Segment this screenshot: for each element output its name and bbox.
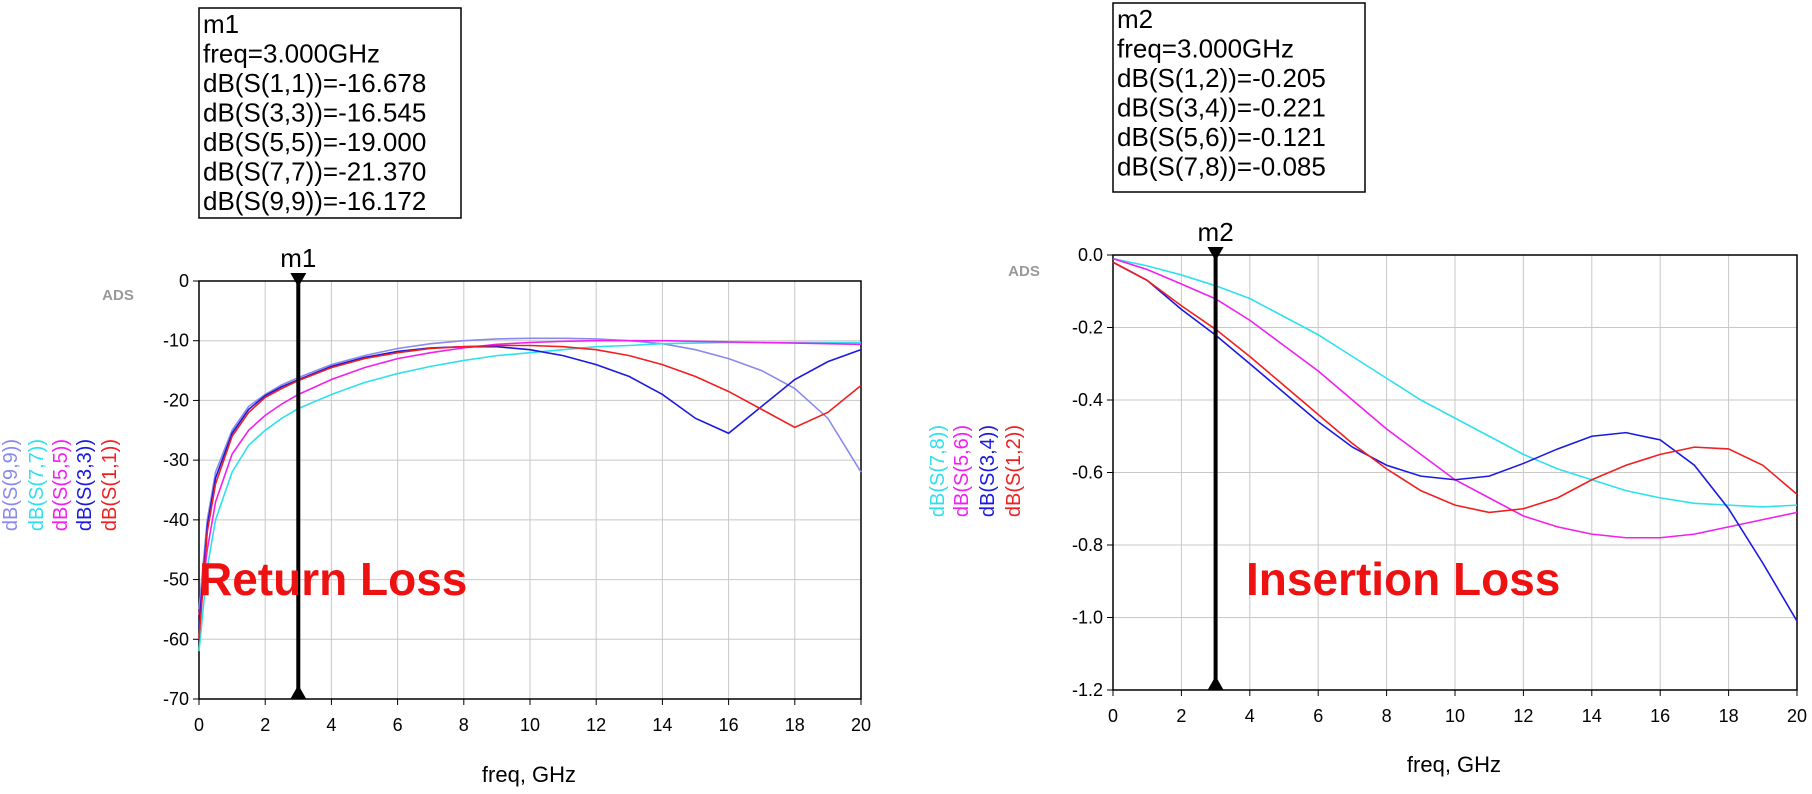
marker-box: [198, 7, 462, 219]
y-tick-label: -10: [163, 331, 189, 351]
y-tick-label: -1.0: [1072, 608, 1103, 628]
y-tick-label: -0.6: [1072, 463, 1103, 483]
logo: ADS: [102, 287, 134, 304]
y-tick-label: -20: [163, 390, 189, 410]
marker-readout: dB(S(3,3))=-16.545: [203, 98, 426, 128]
x-tick-label: 2: [260, 715, 270, 735]
x-tick-label: 8: [1382, 706, 1392, 726]
x-tick-label: 10: [520, 715, 540, 735]
y-tick-label: -40: [163, 510, 189, 530]
plot-frame: [1112, 254, 1798, 691]
x-tick-label: 0: [194, 715, 204, 735]
series-line: [198, 337, 862, 610]
marker-name: m2: [1198, 217, 1234, 247]
x-tick-label: 4: [326, 715, 336, 735]
marker-readout: dB(S(9,9))=-16.172: [203, 186, 426, 216]
y-tick-label: -0.2: [1072, 318, 1103, 338]
marker-box: [1112, 2, 1366, 193]
legend-label: dB(S(5,5)): [50, 439, 72, 531]
legend-label: dB(S(1,1)): [99, 439, 121, 531]
plot-frame: [198, 280, 862, 700]
series-line: [198, 344, 862, 640]
marker-box-name: m1: [203, 9, 239, 39]
marker-readout: dB(S(5,6))=-0.121: [1117, 122, 1326, 152]
marker-readout: freq=3.000GHz: [203, 39, 380, 69]
y-tick-label: -70: [163, 689, 189, 709]
x-tick-label: 20: [851, 715, 871, 735]
y-tick-label: -50: [163, 570, 189, 590]
annotation: Insertion Loss: [1246, 553, 1560, 605]
legend-label: dB(S(5,6)): [951, 425, 973, 517]
x-tick-label: 8: [459, 715, 469, 735]
x-tick-label: 0: [1108, 706, 1118, 726]
x-tick-label: 14: [1582, 706, 1602, 726]
legend-label: dB(S(3,3)): [74, 439, 96, 531]
x-tick-label: 6: [393, 715, 403, 735]
x-tick-label: 2: [1176, 706, 1186, 726]
x-tick-label: 16: [1650, 706, 1670, 726]
series-line: [1112, 257, 1798, 508]
legend-label: dB(S(1,2)): [1003, 425, 1025, 517]
y-tick-label: 0: [179, 271, 189, 291]
marker-readout: dB(S(3,4))=-0.221: [1117, 93, 1326, 123]
logo: ADS: [1008, 263, 1040, 280]
legend-label: dB(S(9,9)): [0, 439, 22, 531]
x-axis-label: freq, GHz: [482, 762, 576, 787]
marker-readout: dB(S(1,2))=-0.205: [1117, 63, 1326, 93]
marker-readout: freq=3.000GHz: [1117, 34, 1294, 64]
marker-readout: dB(S(7,8))=-0.085: [1117, 152, 1326, 182]
series-line: [1112, 261, 1798, 514]
series-line: [1112, 261, 1798, 622]
y-tick-label: -30: [163, 450, 189, 470]
marker-box-name: m2: [1117, 4, 1153, 34]
y-tick-label: -0.4: [1072, 390, 1103, 410]
marker-name: m1: [280, 243, 316, 273]
annotation: Return Loss: [199, 553, 467, 605]
x-tick-label: 10: [1445, 706, 1465, 726]
x-tick-label: 18: [1719, 706, 1739, 726]
legend-label: dB(S(7,8)): [927, 425, 949, 517]
legend-label: dB(S(3,4)): [977, 425, 999, 517]
x-tick-label: 20: [1787, 706, 1807, 726]
y-tick-label: -60: [163, 629, 189, 649]
series-line: [198, 339, 862, 616]
x-tick-label: 18: [785, 715, 805, 735]
marker-triangle: [290, 273, 307, 287]
y-tick-label: -0.8: [1072, 535, 1103, 555]
x-tick-label: 6: [1313, 706, 1323, 726]
marker-triangle: [1207, 676, 1224, 690]
marker-triangle: [290, 685, 307, 699]
marker-readout: dB(S(1,1))=-16.678: [203, 68, 426, 98]
marker-readout: dB(S(5,5))=-19.000: [203, 127, 426, 157]
x-axis-label: freq, GHz: [1407, 752, 1501, 777]
legend-label: dB(S(7,7)): [26, 439, 48, 531]
x-tick-label: 16: [719, 715, 739, 735]
x-tick-label: 14: [652, 715, 672, 735]
y-tick-label: -1.2: [1072, 680, 1103, 700]
x-tick-label: 12: [586, 715, 606, 735]
marker-readout: dB(S(7,7))=-21.370: [203, 157, 426, 187]
x-tick-label: 12: [1513, 706, 1533, 726]
marker-triangle: [1207, 247, 1224, 261]
y-tick-label: 0.0: [1078, 245, 1103, 265]
x-tick-label: 4: [1245, 706, 1255, 726]
